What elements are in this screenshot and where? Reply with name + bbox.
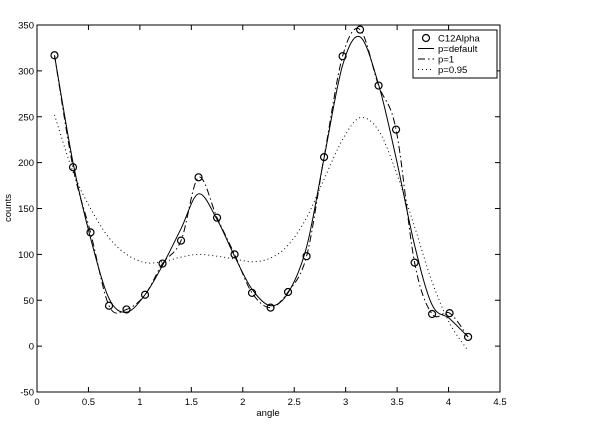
y-tick-label: 200 xyxy=(18,158,34,169)
y-tick-label: 300 xyxy=(18,66,34,77)
data-point xyxy=(374,81,383,90)
y-tick-label: 50 xyxy=(23,296,34,307)
data-point xyxy=(140,290,150,299)
data-point xyxy=(302,252,311,261)
x-axis-label: angle xyxy=(256,408,279,419)
plot-area xyxy=(36,24,501,393)
x-tick-label: 0 xyxy=(34,397,39,408)
data-point xyxy=(212,213,222,222)
legend-entry: C12Alpha xyxy=(438,34,480,45)
data-point xyxy=(391,125,401,134)
x-tick-label: 3 xyxy=(343,397,348,408)
x-tick-label: 1 xyxy=(137,397,142,408)
y-tick-label: 150 xyxy=(18,204,34,215)
x-tick-label: 4 xyxy=(446,397,451,408)
x-tick-label: 3.5 xyxy=(391,397,404,408)
data-point xyxy=(445,308,454,318)
data-point xyxy=(230,250,239,259)
data-point xyxy=(338,52,347,61)
x-tick-label: 4.5 xyxy=(493,397,506,408)
legend-entry: p=0.95 xyxy=(438,65,467,76)
legend-marker xyxy=(421,33,431,43)
axis-ticks: 0 0.5 1 1.5 2 2.5 3 3.5 4 4.5-5005010015020025030… xyxy=(18,21,506,409)
data-point xyxy=(158,259,167,268)
data-point xyxy=(104,301,114,310)
series-line xyxy=(53,35,469,338)
data-point xyxy=(176,236,186,245)
y-tick-label: -50 xyxy=(20,388,34,399)
data-point xyxy=(266,303,275,312)
data-point xyxy=(50,51,59,60)
y-tick-label: 250 xyxy=(18,112,34,123)
y-axis-label: counts xyxy=(3,194,14,222)
data-point xyxy=(194,173,203,182)
series-2 xyxy=(53,27,469,338)
series-layer xyxy=(50,25,473,351)
series-0 xyxy=(50,25,473,342)
x-tick-label: 1.5 xyxy=(185,397,198,408)
x-tick-label: 0.5 xyxy=(82,397,95,408)
x-tick-label: 2 xyxy=(240,397,245,408)
data-point xyxy=(122,305,131,314)
x-tick-label: 2.5 xyxy=(288,397,301,408)
data-point xyxy=(86,228,95,237)
y-tick-label: 0 xyxy=(29,342,34,353)
data-point xyxy=(355,25,365,34)
legend-entry: p=1 xyxy=(438,55,454,66)
series-1 xyxy=(53,35,469,338)
y-tick-label: 100 xyxy=(18,250,34,261)
data-point xyxy=(464,332,473,342)
data-point xyxy=(410,258,419,267)
y-tick-label: 350 xyxy=(18,21,34,32)
legend-entry: p=default xyxy=(438,44,478,55)
series-line xyxy=(53,27,469,338)
data-point xyxy=(283,287,293,297)
data-point xyxy=(427,309,437,319)
